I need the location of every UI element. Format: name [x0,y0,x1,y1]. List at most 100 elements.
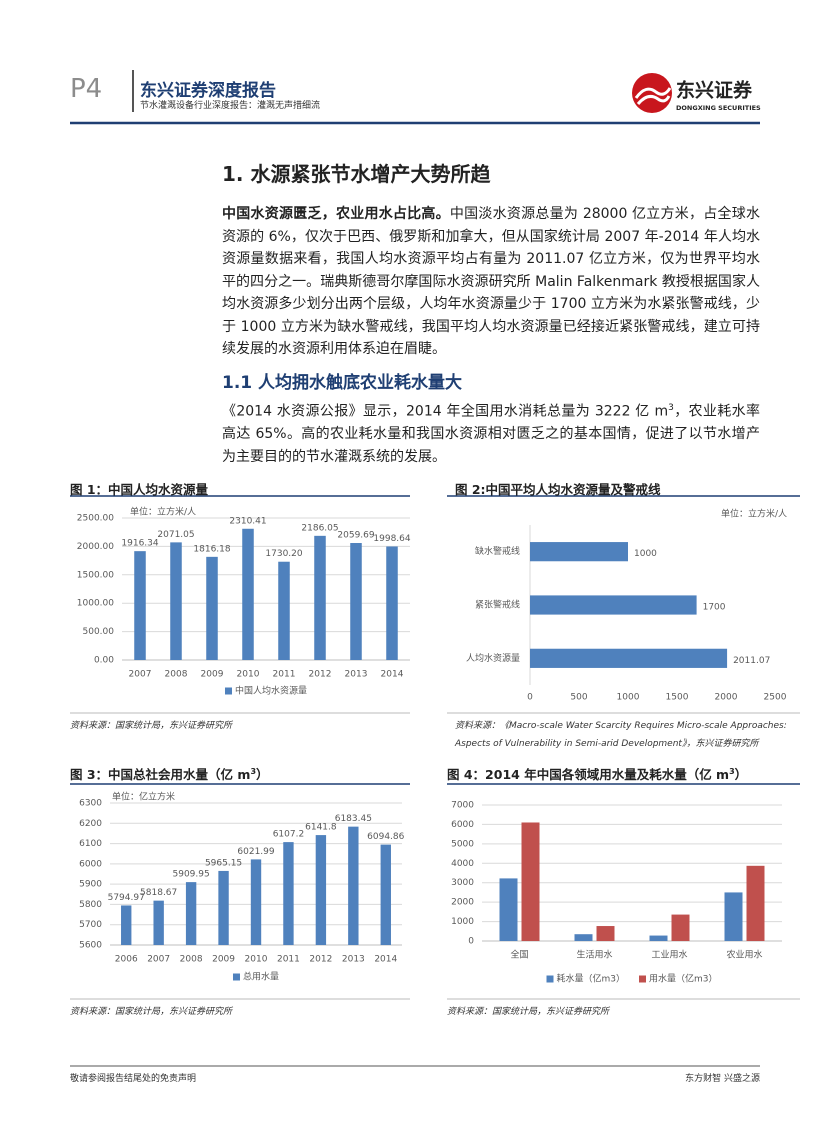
bar [250,859,262,945]
bar [206,556,218,660]
bar [153,900,164,945]
x-tick-label: 工业用水 [651,949,687,961]
data-label: 5794.97 [108,893,145,903]
x-tick-label: 2009 [212,955,235,965]
bar [649,935,668,941]
unit-label: 单位：立方米/人 [130,506,196,518]
y-tick-label: 1000.00 [77,599,114,609]
category-label: 缺水警戒线 [475,545,520,557]
data-label: 1000 [634,549,657,559]
bar [499,878,518,941]
y-tick-label: 0 [468,937,474,947]
x-tick-label: 全国 [510,949,528,961]
bar [380,844,391,945]
x-tick-label: 1500 [666,693,689,703]
y-tick-label: 5000 [451,839,474,849]
data-label: 2310.41 [229,516,266,526]
y-tick-label: 1500.00 [77,570,114,580]
text: 3 [729,766,735,776]
x-tick-label: 2008 [165,670,188,680]
y-tick-label: 6000 [451,820,474,830]
text: 中国淡水资源总量为 28000 亿立方米，占全球水资源的 6%，仅次于巴西、俄罗… [222,206,761,357]
x-tick-label: 2007 [147,955,170,965]
bar [530,648,728,668]
y-tick-label: 4000 [451,859,474,869]
y-tick-label: 2000.00 [77,542,114,552]
x-tick-label: 2014 [374,955,397,965]
page-number: P4 [70,74,103,104]
bar [530,542,628,562]
chart: 单位：亿立方米 5600 5700 5800 5900 6000 6100 6200 6300 2… [79,791,405,983]
legend-swatch [639,975,646,983]
y-tick-label: 5900 [79,880,102,890]
data-label: 6183.45 [335,814,372,824]
data-label: 5909.95 [173,870,210,880]
bar [242,528,254,660]
x-tick-label: 2006 [115,955,138,965]
data-label: 1816.18 [193,544,230,554]
figure-title: 图 3：中国总社会用水量（亿 m3） [70,764,269,783]
bar [596,926,615,941]
text: ） [256,767,269,782]
bar [350,543,362,660]
data-label: 6107.2 [273,830,305,840]
chart: 单位：立方米/人 0 500 1000 1500 2000 2500 缺水警戒线 1000 紧张警… [466,508,787,703]
lead: 中国水资源匮乏，农业用水占比高。 [222,206,450,222]
data-label: 1700 [703,603,726,613]
x-tick-label: 农业用水 [726,949,762,961]
figure-title: 图 1：中国人均水资源量 [70,479,208,498]
source: 资料来源：国家统计局，东兴证券研究所 [447,1007,610,1017]
bar [348,826,359,945]
paragraph: 《2014 水资源公报》显示，2014 年全国用水消耗总量为 3222 亿 m3… [222,397,760,468]
logo-en: DONGXING SECURITIES [676,104,761,112]
x-tick-label: 2014 [381,670,404,680]
category-label: 紧张警戒线 [475,599,520,611]
x-tick-label: 2010 [237,670,260,680]
x-tick-label: 1000 [617,693,640,703]
y-tick-label: 5800 [79,900,102,910]
y-tick-label: 5600 [79,941,102,951]
source: 资料来源：国家统计局，东兴证券研究所 [70,1007,233,1017]
data-label: 6021.99 [237,847,274,857]
bar [134,551,146,660]
bar [283,842,294,945]
y-tick-label: 0.00 [94,656,114,666]
bar [218,870,229,945]
unit-label: 单位：亿立方米 [112,791,175,803]
data-label: 5818.67 [140,888,177,898]
legend-swatch [232,973,240,981]
subsection-heading: 1.1 人均拥水触底农业耗水量大 [222,373,463,393]
source: 资料来源：国家统计局，东兴证券研究所 [70,721,233,731]
y-tick-label: 6100 [79,839,102,849]
footer-left: 敬请参阅报告结尾处的免责声明 [70,1074,197,1084]
x-tick-label: 2013 [345,670,368,680]
bar [121,905,132,945]
chart: 单位：立方米/人 0.00 500.00 1000.00 1500.00 2000.00 2… [77,506,411,697]
text: ，农业耗水率高达 65%。高的农业耗水量和我国水资源相对匮乏之的基本国情，促进了… [222,403,760,465]
bar [530,595,697,615]
y-tick-label: 2000 [451,898,474,908]
data-label: 2071.05 [157,530,194,540]
figure-title: 图 4：2014 年中国各领域用水量及耗水量（亿 m3） [447,764,747,783]
x-tick-label: 生活用水 [576,949,612,961]
y-tick-label: 6200 [79,819,102,829]
text: 3 [668,403,674,413]
bar [724,892,743,941]
data-label: 1730.20 [265,549,302,559]
x-tick-label: 2012 [309,955,332,965]
section-heading: 1. 水源紧张节水增产大势所趋 [222,162,491,186]
data-label: 1916.34 [121,539,158,549]
x-tick-label: 2500 [764,693,787,703]
x-tick-label: 2009 [201,670,224,680]
bar [314,535,326,660]
bar [386,546,398,660]
bar [521,822,540,941]
y-tick-label: 6300 [79,799,102,809]
data-label: 6141.8 [305,823,337,833]
x-tick-label: 2012 [309,670,332,680]
y-tick-label: 1000 [451,917,474,927]
legend-swatch [546,975,554,983]
data-label: 2059.69 [337,531,374,541]
